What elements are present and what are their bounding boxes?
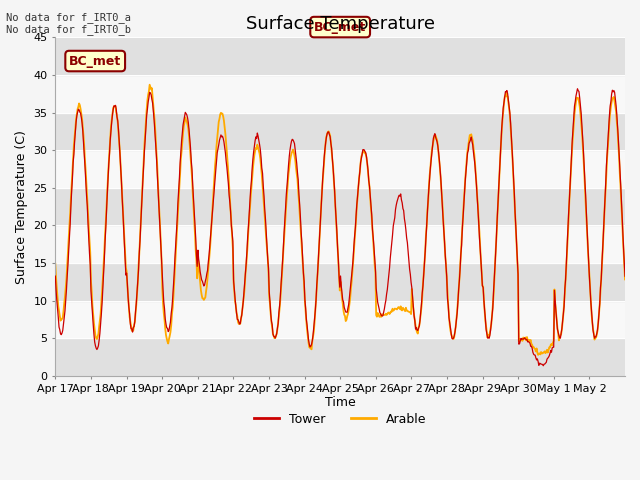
X-axis label: Time: Time: [324, 396, 356, 409]
Bar: [55, 150, 625, 188]
Bar: [55, 300, 625, 338]
Text: BC_met: BC_met: [314, 21, 366, 34]
Bar: [55, 338, 625, 376]
Text: BC_met: BC_met: [69, 55, 122, 68]
Bar: [55, 226, 625, 263]
Text: No data for f_IRT0_b: No data for f_IRT0_b: [6, 24, 131, 35]
Bar: [55, 75, 625, 113]
Text: No data for f_IRT0_a: No data for f_IRT0_a: [6, 12, 131, 23]
Bar: [55, 113, 625, 150]
Bar: [55, 37, 625, 75]
Bar: [55, 263, 625, 300]
Legend: Tower, Arable: Tower, Arable: [249, 408, 431, 431]
Y-axis label: Surface Temperature (C): Surface Temperature (C): [15, 130, 28, 284]
Bar: [55, 188, 625, 226]
Title: Surface Temperature: Surface Temperature: [246, 15, 435, 33]
